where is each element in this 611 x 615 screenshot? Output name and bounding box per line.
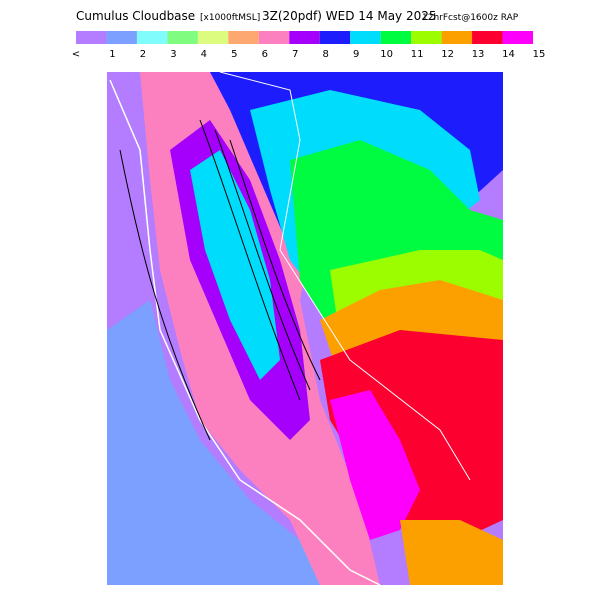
valley-core	[190, 150, 280, 380]
legend-label: 14	[502, 49, 515, 60]
legend-swatch	[258, 31, 290, 44]
legend-label: 6	[262, 49, 268, 60]
legend-swatch	[289, 31, 320, 44]
title-units: [x1000ftMSL]	[200, 13, 260, 23]
legend-label: 9	[353, 49, 359, 60]
south-ocean	[107, 520, 260, 585]
legend-label: <	[72, 49, 80, 60]
legend-swatch	[380, 31, 412, 44]
title-model: 12hrFcst@1600z RAP	[422, 13, 519, 23]
legend-label: 11	[411, 49, 424, 60]
legend: <1 2 3 4 5 6 7 8 9 10 11 12 13 14 15	[72, 31, 546, 60]
south-orange	[400, 520, 503, 585]
legend-swatch	[228, 31, 259, 44]
legend-label: 13	[472, 49, 485, 60]
legend-swatch	[441, 31, 473, 44]
legend-swatch	[167, 31, 198, 44]
title-time: 3Z(20pdf) WED 14 May 2025	[262, 9, 437, 23]
legend-swatch	[472, 31, 503, 44]
legend-swatch	[411, 31, 442, 44]
legend-swatch	[136, 31, 168, 44]
legend-label: 5	[231, 49, 237, 60]
legend-swatch	[197, 31, 229, 44]
legend-swatch	[106, 31, 137, 44]
legend-label: 15	[533, 49, 546, 60]
legend-swatch	[319, 31, 351, 44]
title: Cumulus Cloudbase	[76, 9, 195, 23]
legend-label: 4	[201, 49, 207, 60]
legend-label: 12	[441, 49, 454, 60]
coastal-zone	[107, 300, 360, 585]
legend-label: 3	[170, 49, 176, 60]
legend-swatch	[76, 31, 107, 44]
legend-swatch	[502, 31, 533, 44]
coastline	[109, 79, 381, 586]
legend-label: 1	[109, 49, 115, 60]
legend-label: 8	[323, 49, 329, 60]
legend-swatch	[350, 31, 381, 44]
map	[107, 71, 503, 586]
contour-lines	[119, 119, 321, 441]
interior-magenta	[330, 390, 420, 540]
legend-label: 10	[380, 49, 393, 60]
interior-red	[320, 330, 503, 540]
legend-label: 7	[292, 49, 298, 60]
state-border	[219, 71, 471, 481]
legend-label: 2	[140, 49, 146, 60]
